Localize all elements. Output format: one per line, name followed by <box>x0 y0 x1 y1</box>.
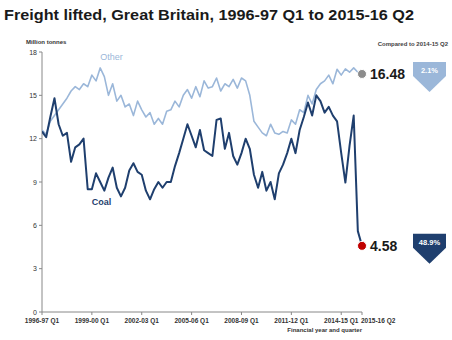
y-tick-label: 15 <box>29 92 37 99</box>
change-label: 48.9% <box>419 238 441 247</box>
y-tick <box>39 138 42 139</box>
y-tick <box>39 225 42 226</box>
change-arrow <box>413 62 446 92</box>
x-tick <box>91 312 92 315</box>
x-tick-label: 1999-00 Q1 <box>75 317 110 325</box>
title: Freight lifted, Great Britain, 1996-97 Q… <box>4 7 414 23</box>
x-tick <box>191 312 192 315</box>
x-tick-label: 2014-15 Q1 <box>324 317 359 325</box>
x-tick <box>42 312 43 315</box>
y-tick <box>39 52 42 53</box>
x-axis-line <box>42 312 362 313</box>
x-tick-label: 2015-16 Q2 <box>361 317 396 325</box>
x-tick-label: 2005-06 Q1 <box>174 317 209 325</box>
end-value: 4.58 <box>370 238 397 254</box>
change-arrow <box>413 234 446 264</box>
x-tick-label: 2002-03 Q1 <box>125 317 160 325</box>
x-tick <box>341 312 342 315</box>
series-label: Other <box>100 52 123 62</box>
y-tick-label: 12 <box>29 135 37 142</box>
y-tick <box>39 95 42 96</box>
y-axis-label: Million tonnes <box>26 39 67 45</box>
y-tick-label: 3 <box>33 265 37 272</box>
x-tick <box>291 312 292 315</box>
comparison-note: Compared to 2014-15 Q2 <box>378 41 449 47</box>
x-tick-label: 1996-97 Q1 <box>25 317 60 325</box>
y-tick-label: 9 <box>33 179 37 186</box>
y-tick <box>39 268 42 269</box>
plot-area <box>42 68 362 246</box>
x-tick-label: 2008-09 Q1 <box>224 317 259 325</box>
end-value: 16.48 <box>370 66 405 82</box>
change-label: 2.1% <box>421 66 438 75</box>
series-line <box>42 95 362 246</box>
chart: Freight lifted, Great Britain, 1996-97 Q… <box>0 0 452 340</box>
x-axis-label: Financial year and quarter <box>287 327 362 333</box>
x-tick <box>241 312 242 315</box>
y-tick-label: 18 <box>29 49 37 56</box>
end-marker <box>358 69 367 78</box>
x-tick <box>362 312 363 315</box>
y-tick-label: 0 <box>33 309 37 316</box>
end-marker <box>358 241 367 250</box>
y-tick-label: 6 <box>33 222 37 229</box>
series-label: Coal <box>92 197 112 207</box>
x-tick-label: 2011-12 Q1 <box>274 317 308 325</box>
y-tick <box>39 182 42 183</box>
x-tick <box>141 312 142 315</box>
